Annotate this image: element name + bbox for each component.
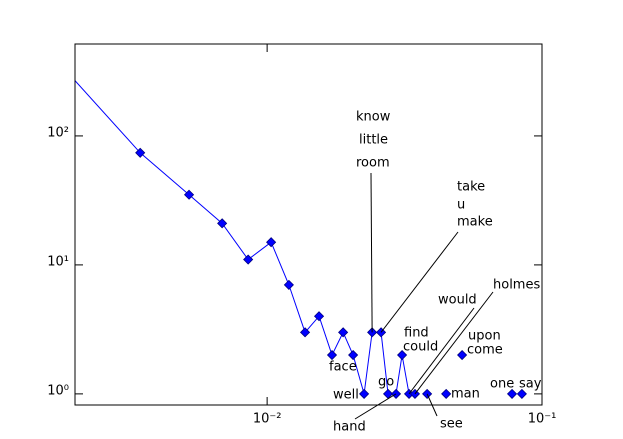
annotation-label: man bbox=[451, 387, 480, 402]
annotation-label: face bbox=[329, 360, 357, 375]
marker bbox=[266, 237, 277, 248]
y-tick-label: 10² bbox=[47, 125, 69, 140]
annotation-label: room bbox=[356, 156, 390, 171]
x-tick-label: 10⁻² bbox=[253, 412, 282, 427]
annotation-label: would bbox=[438, 293, 477, 308]
marker bbox=[457, 349, 468, 361]
marker bbox=[283, 279, 294, 290]
annotation-line bbox=[354, 393, 397, 420]
annotation-label: well bbox=[333, 388, 359, 403]
annotation-line bbox=[380, 231, 459, 333]
annotations: knowlittleroomtakeumakewouldholmesfindco… bbox=[329, 110, 542, 435]
axes-frame bbox=[74, 43, 543, 406]
marker bbox=[299, 327, 311, 338]
annotation-label: upon bbox=[468, 329, 501, 344]
annotation-label: know bbox=[356, 110, 391, 125]
y-tick-label: 10¹ bbox=[47, 254, 69, 269]
marker bbox=[326, 349, 338, 361]
annotation-line bbox=[414, 291, 494, 395]
annotation-label: take bbox=[457, 180, 485, 195]
annotation-label: see bbox=[440, 417, 463, 432]
marker bbox=[135, 147, 146, 158]
annotation-label: go bbox=[378, 375, 394, 390]
annotation-line bbox=[370, 172, 373, 333]
annotation-label: could bbox=[403, 340, 438, 355]
annotation-label: say bbox=[519, 377, 542, 392]
annotation-label: one bbox=[490, 377, 514, 392]
marker bbox=[338, 327, 349, 338]
marker bbox=[313, 311, 325, 322]
marker bbox=[397, 349, 408, 361]
marker bbox=[348, 349, 359, 361]
marker bbox=[390, 388, 402, 399]
marker bbox=[441, 388, 452, 399]
annotation-label: little bbox=[359, 133, 388, 148]
marker bbox=[243, 254, 254, 265]
annotation-label: holmes bbox=[493, 278, 540, 293]
annotation-line bbox=[408, 307, 475, 395]
marker bbox=[183, 189, 195, 200]
annotation-label: come bbox=[467, 343, 503, 358]
annotation-label: u bbox=[457, 198, 465, 213]
marker bbox=[217, 218, 228, 229]
annotation-label: hand bbox=[333, 420, 366, 435]
x-tick-label: 10⁻¹ bbox=[528, 412, 557, 427]
annotation-label: make bbox=[457, 215, 493, 230]
annotation-label: find bbox=[404, 326, 429, 341]
marker bbox=[506, 388, 518, 399]
plot-area bbox=[75, 79, 527, 399]
y-tick-label: 10⁰ bbox=[47, 383, 69, 398]
marker bbox=[516, 388, 527, 399]
marker bbox=[359, 388, 370, 399]
